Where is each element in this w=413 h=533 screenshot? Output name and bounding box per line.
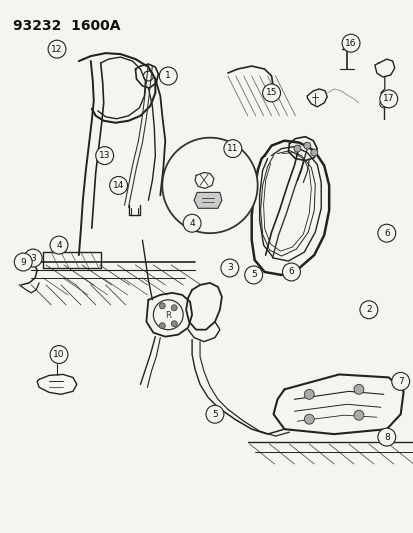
- Circle shape: [50, 236, 68, 254]
- Text: 11: 11: [226, 144, 238, 153]
- Circle shape: [24, 249, 42, 267]
- Circle shape: [223, 140, 241, 158]
- Text: 13: 13: [99, 151, 110, 160]
- Text: R: R: [165, 311, 171, 320]
- Text: 16: 16: [344, 39, 356, 47]
- Text: 12: 12: [51, 45, 62, 54]
- Text: 17: 17: [382, 94, 394, 103]
- Text: 9: 9: [20, 257, 26, 266]
- Circle shape: [159, 303, 165, 309]
- Text: 3: 3: [226, 263, 232, 272]
- Circle shape: [171, 305, 177, 311]
- Circle shape: [341, 34, 359, 52]
- Circle shape: [206, 405, 223, 423]
- Text: 4: 4: [189, 219, 195, 228]
- Circle shape: [359, 301, 377, 319]
- Circle shape: [293, 145, 300, 152]
- Circle shape: [282, 263, 300, 281]
- Text: 1: 1: [165, 71, 171, 80]
- Text: 7: 7: [397, 377, 403, 386]
- Circle shape: [303, 142, 310, 149]
- Circle shape: [391, 373, 408, 390]
- Circle shape: [304, 389, 313, 399]
- Circle shape: [48, 40, 66, 58]
- Text: 5: 5: [211, 410, 217, 419]
- Circle shape: [304, 414, 313, 424]
- Circle shape: [162, 138, 257, 233]
- Text: 10: 10: [53, 350, 64, 359]
- Text: 15: 15: [265, 88, 277, 98]
- Text: 8: 8: [383, 433, 389, 442]
- Text: 3: 3: [30, 254, 36, 263]
- Text: 2: 2: [365, 305, 371, 314]
- Circle shape: [244, 266, 262, 284]
- Circle shape: [353, 410, 363, 420]
- Circle shape: [109, 176, 127, 195]
- Polygon shape: [194, 192, 221, 208]
- Circle shape: [183, 214, 201, 232]
- Circle shape: [159, 322, 165, 329]
- Circle shape: [262, 84, 280, 102]
- Circle shape: [14, 253, 32, 271]
- Text: 14: 14: [113, 181, 124, 190]
- Text: 6: 6: [383, 229, 389, 238]
- Circle shape: [353, 384, 363, 394]
- Circle shape: [50, 345, 68, 364]
- Text: 5: 5: [250, 270, 256, 279]
- Text: 6: 6: [288, 268, 294, 277]
- Text: 4: 4: [56, 240, 62, 249]
- Circle shape: [310, 149, 317, 156]
- Text: 93232  1600A: 93232 1600A: [13, 19, 121, 33]
- Circle shape: [159, 67, 177, 85]
- Circle shape: [95, 147, 113, 165]
- Circle shape: [377, 428, 395, 446]
- Circle shape: [377, 224, 395, 242]
- Circle shape: [221, 259, 238, 277]
- Circle shape: [379, 90, 397, 108]
- Circle shape: [171, 321, 177, 327]
